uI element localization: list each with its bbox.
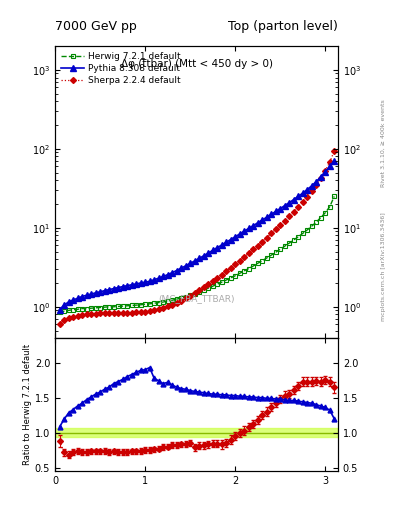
Herwig 7.2.1 default — [80, 306, 84, 312]
Text: mcplots.cern.ch [arXiv:1306.3436]: mcplots.cern.ch [arXiv:1306.3436] — [381, 212, 386, 321]
Line: Pythia 8.308 default: Pythia 8.308 default — [57, 158, 337, 312]
Herwig 7.2.1 default — [57, 309, 62, 315]
Pythia 8.308 default — [129, 282, 134, 288]
Pythia 8.308 default — [327, 163, 332, 169]
Herwig 7.2.1 default — [327, 204, 332, 210]
Pythia 8.308 default — [80, 293, 84, 300]
Herwig 7.2.1 default — [296, 233, 301, 240]
Text: Δφ (t̅tbar) (Mtt < 450 dy > 0): Δφ (t̅tbar) (Mtt < 450 dy > 0) — [121, 59, 272, 69]
Sherpa 2.2.4 default — [129, 310, 134, 316]
Sherpa 2.2.4 default — [224, 268, 228, 274]
Pythia 8.308 default — [296, 194, 301, 200]
Y-axis label: Ratio to Herwig 7.2.1 default: Ratio to Herwig 7.2.1 default — [23, 344, 32, 465]
Pythia 8.308 default — [111, 286, 116, 292]
Herwig 7.2.1 default — [111, 304, 116, 310]
Line: Sherpa 2.2.4 default: Sherpa 2.2.4 default — [57, 149, 336, 327]
Sherpa 2.2.4 default — [296, 204, 301, 210]
Text: (MC_FBA_TTBAR): (MC_FBA_TTBAR) — [158, 294, 235, 303]
Herwig 7.2.1 default — [224, 277, 228, 283]
Sherpa 2.2.4 default — [332, 148, 336, 154]
Herwig 7.2.1 default — [129, 303, 134, 309]
Herwig 7.2.1 default — [332, 194, 336, 200]
Pythia 8.308 default — [332, 158, 336, 164]
Text: Rivet 3.1.10, ≥ 400k events: Rivet 3.1.10, ≥ 400k events — [381, 99, 386, 187]
Sherpa 2.2.4 default — [111, 310, 116, 316]
Sherpa 2.2.4 default — [80, 312, 84, 318]
Pythia 8.308 default — [224, 239, 228, 245]
Sherpa 2.2.4 default — [327, 159, 332, 165]
Pythia 8.308 default — [57, 307, 62, 313]
Line: Herwig 7.2.1 default: Herwig 7.2.1 default — [57, 194, 337, 315]
Text: 7000 GeV pp: 7000 GeV pp — [55, 20, 137, 33]
Bar — [55, 428, 338, 437]
Legend: Herwig 7.2.1 default, Pythia 8.308 default, Sherpa 2.2.4 default: Herwig 7.2.1 default, Pythia 8.308 defau… — [59, 51, 182, 87]
Sherpa 2.2.4 default — [57, 321, 62, 327]
Text: Top (parton level): Top (parton level) — [228, 20, 338, 33]
